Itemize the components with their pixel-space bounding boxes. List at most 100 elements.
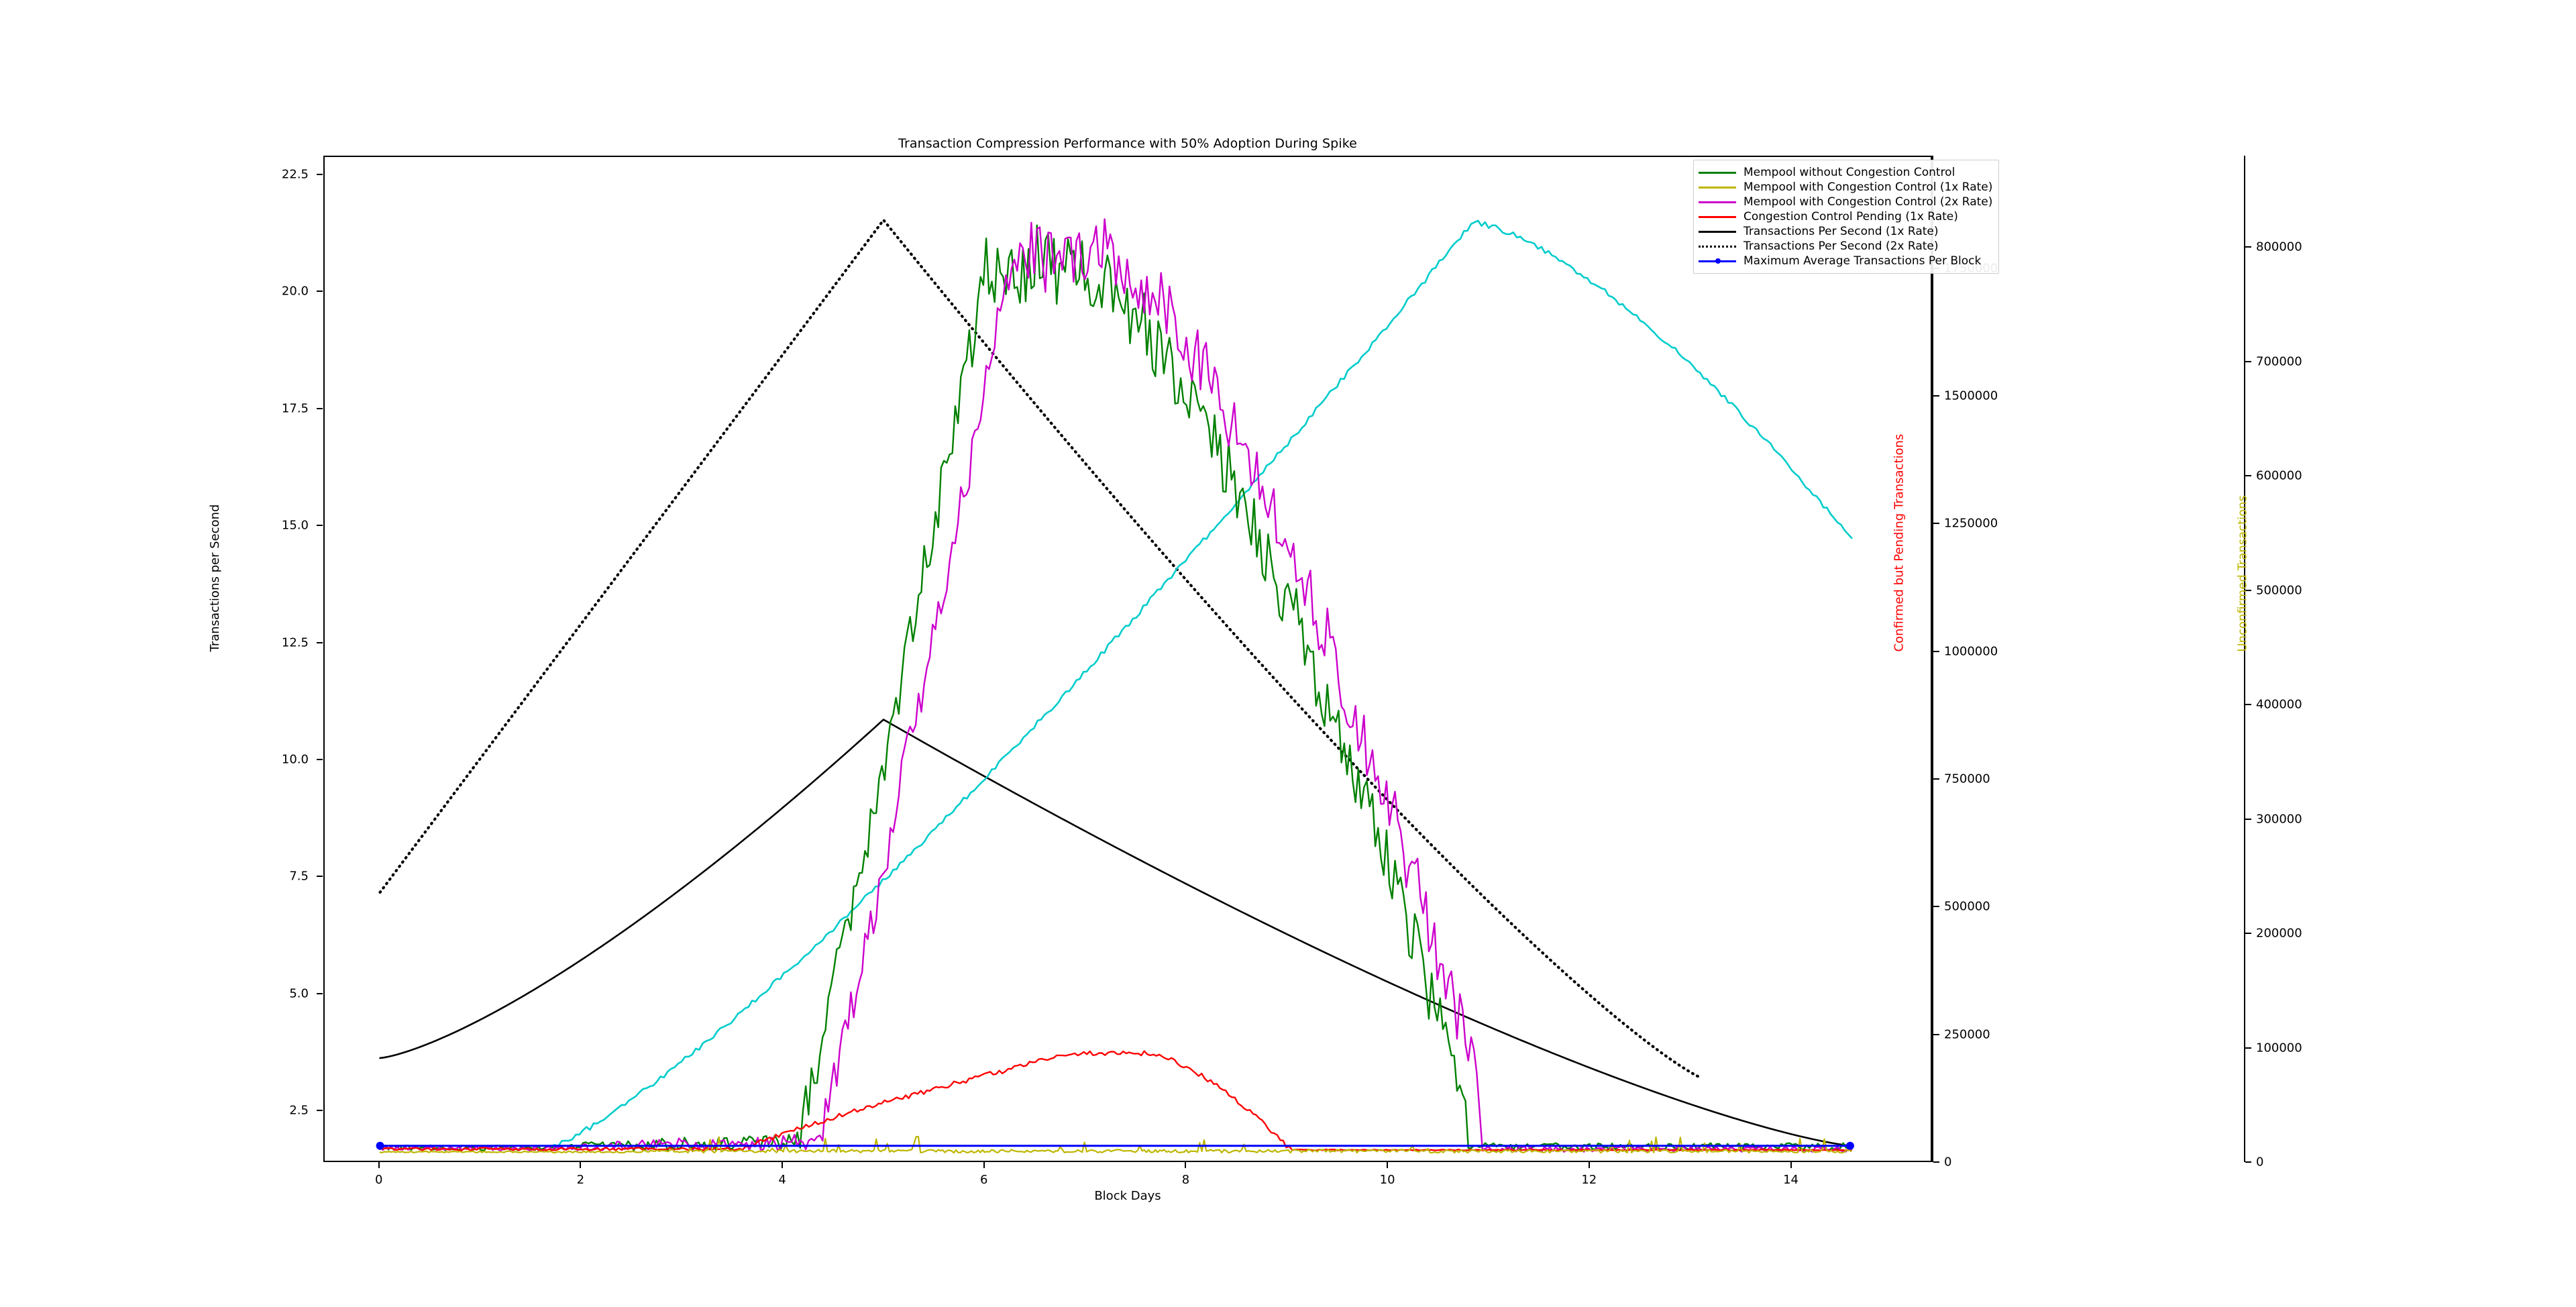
y-tick-mark <box>317 291 323 293</box>
series-mempool-no-cc <box>379 224 1853 1151</box>
legend-swatch-solid <box>1699 182 1736 192</box>
y-tick-label: 22.5 <box>281 167 309 182</box>
y-tick-label: 500000 <box>1944 899 1990 914</box>
x-tick-mark <box>1790 1162 1792 1168</box>
y-tick-mark <box>317 407 323 409</box>
y-tick-label: 500000 <box>2256 583 2302 598</box>
legend-item[interactable]: Transactions Per Second (2x Rate) <box>1699 239 1992 254</box>
y-tick-mark <box>317 992 323 994</box>
legend-swatch-solid <box>1699 227 1736 236</box>
legend-swatch-solid-marker <box>1699 256 1736 266</box>
series-tps-2x <box>378 218 1703 1080</box>
y-tick-label: 700000 <box>2256 354 2302 369</box>
y-tick-label: 17.5 <box>281 401 309 416</box>
y-tick-mark <box>1933 778 1939 780</box>
legend-item[interactable]: Mempool with Congestion Control (2x Rate… <box>1699 195 1992 209</box>
y-tick-label: 200000 <box>2256 926 2302 941</box>
x-tick-label: 14 <box>1783 1173 1799 1187</box>
y-tick-mark <box>2245 360 2251 362</box>
x-tick-mark <box>1588 1162 1590 1168</box>
y-tick-label: 0 <box>2256 1155 2264 1169</box>
legend-item[interactable]: Mempool without Congestion Control <box>1699 165 1992 180</box>
y-tick-mark <box>317 641 323 643</box>
y-tick-mark <box>1933 1161 1939 1163</box>
plot-area <box>323 156 1932 1162</box>
series-tps-1x <box>379 719 1851 1147</box>
legend-swatch-dotted <box>1699 242 1736 251</box>
legend-swatch-solid <box>1699 168 1736 177</box>
series-mempool-cc-2x <box>379 218 1853 1153</box>
x-tick-mark <box>1387 1162 1389 1168</box>
legend-label: Maximum Average Transactions Per Block <box>1743 254 1982 268</box>
x-tick-label: 4 <box>778 1173 786 1187</box>
legend-item[interactable]: Maximum Average Transactions Per Block <box>1699 254 1992 268</box>
legend-label: Mempool with Congestion Control (1x Rate… <box>1743 180 1993 194</box>
y-tick-label: 250000 <box>1944 1027 1990 1042</box>
legend-swatch-solid <box>1699 197 1736 207</box>
max-avg-marker <box>1845 1141 1854 1150</box>
max-avg-marker <box>376 1141 384 1150</box>
axis-spine <box>2244 156 2245 1162</box>
y-tick-label: 5.0 <box>289 986 309 1001</box>
y-tick-mark <box>2245 589 2251 591</box>
y-tick-mark <box>1933 650 1939 652</box>
y-tick-label: 1000000 <box>1944 644 1998 659</box>
x-axis-label: Block Days <box>1094 1189 1161 1203</box>
chart-legend[interactable]: Mempool without Congestion Control Mempoo… <box>1693 160 2000 274</box>
y-tick-label: 1500000 <box>1944 388 1998 403</box>
y-tick-mark <box>2245 1161 2251 1163</box>
series-mempool-cc-1x <box>379 1136 1852 1154</box>
y-tick-mark <box>317 1110 323 1112</box>
y-tick-label: 800000 <box>2256 240 2302 254</box>
y-tick-mark <box>1933 395 1939 397</box>
series-cc-pending-1x <box>379 1050 1852 1151</box>
y-tick-mark <box>1933 523 1939 525</box>
y-tick-mark <box>2245 704 2251 706</box>
y-tick-label: 0 <box>1944 1155 1952 1169</box>
series-cyan-cumulative <box>550 219 1853 1147</box>
y-tick-label: 10.0 <box>281 752 309 767</box>
y-tick-label: 1250000 <box>1944 516 1998 531</box>
y-tick-mark <box>2245 818 2251 820</box>
x-tick-mark <box>378 1162 380 1168</box>
x-tick-mark <box>580 1162 582 1168</box>
legend-label: Mempool without Congestion Control <box>1743 165 1955 179</box>
y-tick-label: 20.0 <box>281 284 309 299</box>
y-tick-mark <box>2245 246 2251 248</box>
axis-spine <box>1932 156 1933 1162</box>
y-tick-label: 2.5 <box>289 1103 309 1118</box>
y-tick-label: 400000 <box>2256 697 2302 712</box>
y-tick-label: 15.0 <box>281 518 309 533</box>
right-y-axis-label-unconfirmed: Unconfirmed Transactions <box>2235 495 2250 652</box>
y-tick-mark <box>1933 1033 1939 1035</box>
legend-item[interactable]: Congestion Control Pending (1x Rate) <box>1699 209 1992 224</box>
y-tick-mark <box>1933 906 1939 908</box>
legend-swatch-solid <box>1699 212 1736 221</box>
y-tick-mark <box>317 876 323 878</box>
series-canvas <box>376 218 1854 1154</box>
y-tick-mark <box>2245 1047 2251 1049</box>
x-tick-label: 8 <box>1181 1173 1190 1187</box>
y-tick-label: 600000 <box>2256 468 2302 483</box>
y-tick-label: 100000 <box>2256 1041 2302 1055</box>
x-tick-mark <box>782 1162 784 1168</box>
y-tick-label: 12.5 <box>281 635 309 650</box>
legend-item[interactable]: Transactions Per Second (1x Rate) <box>1699 224 1992 239</box>
legend-label: Transactions Per Second (1x Rate) <box>1743 224 1939 238</box>
y-tick-label: 300000 <box>2256 812 2302 827</box>
x-tick-label: 12 <box>1581 1173 1597 1187</box>
left-y-axis-label: Transactions per Second <box>208 504 223 652</box>
legend-item[interactable]: Mempool with Congestion Control (1x Rate… <box>1699 180 1992 195</box>
legend-label: Congestion Control Pending (1x Rate) <box>1743 209 1958 223</box>
y-tick-label: 7.5 <box>289 869 309 884</box>
x-tick-mark <box>983 1162 985 1168</box>
y-tick-mark <box>317 173 323 175</box>
y-tick-label: 750000 <box>1944 772 1990 786</box>
y-tick-mark <box>2245 933 2251 935</box>
x-tick-label: 0 <box>374 1173 383 1187</box>
x-tick-mark <box>1185 1162 1187 1168</box>
y-tick-mark <box>2245 475 2251 477</box>
x-tick-label: 2 <box>576 1173 585 1187</box>
x-tick-label: 10 <box>1379 1173 1395 1187</box>
